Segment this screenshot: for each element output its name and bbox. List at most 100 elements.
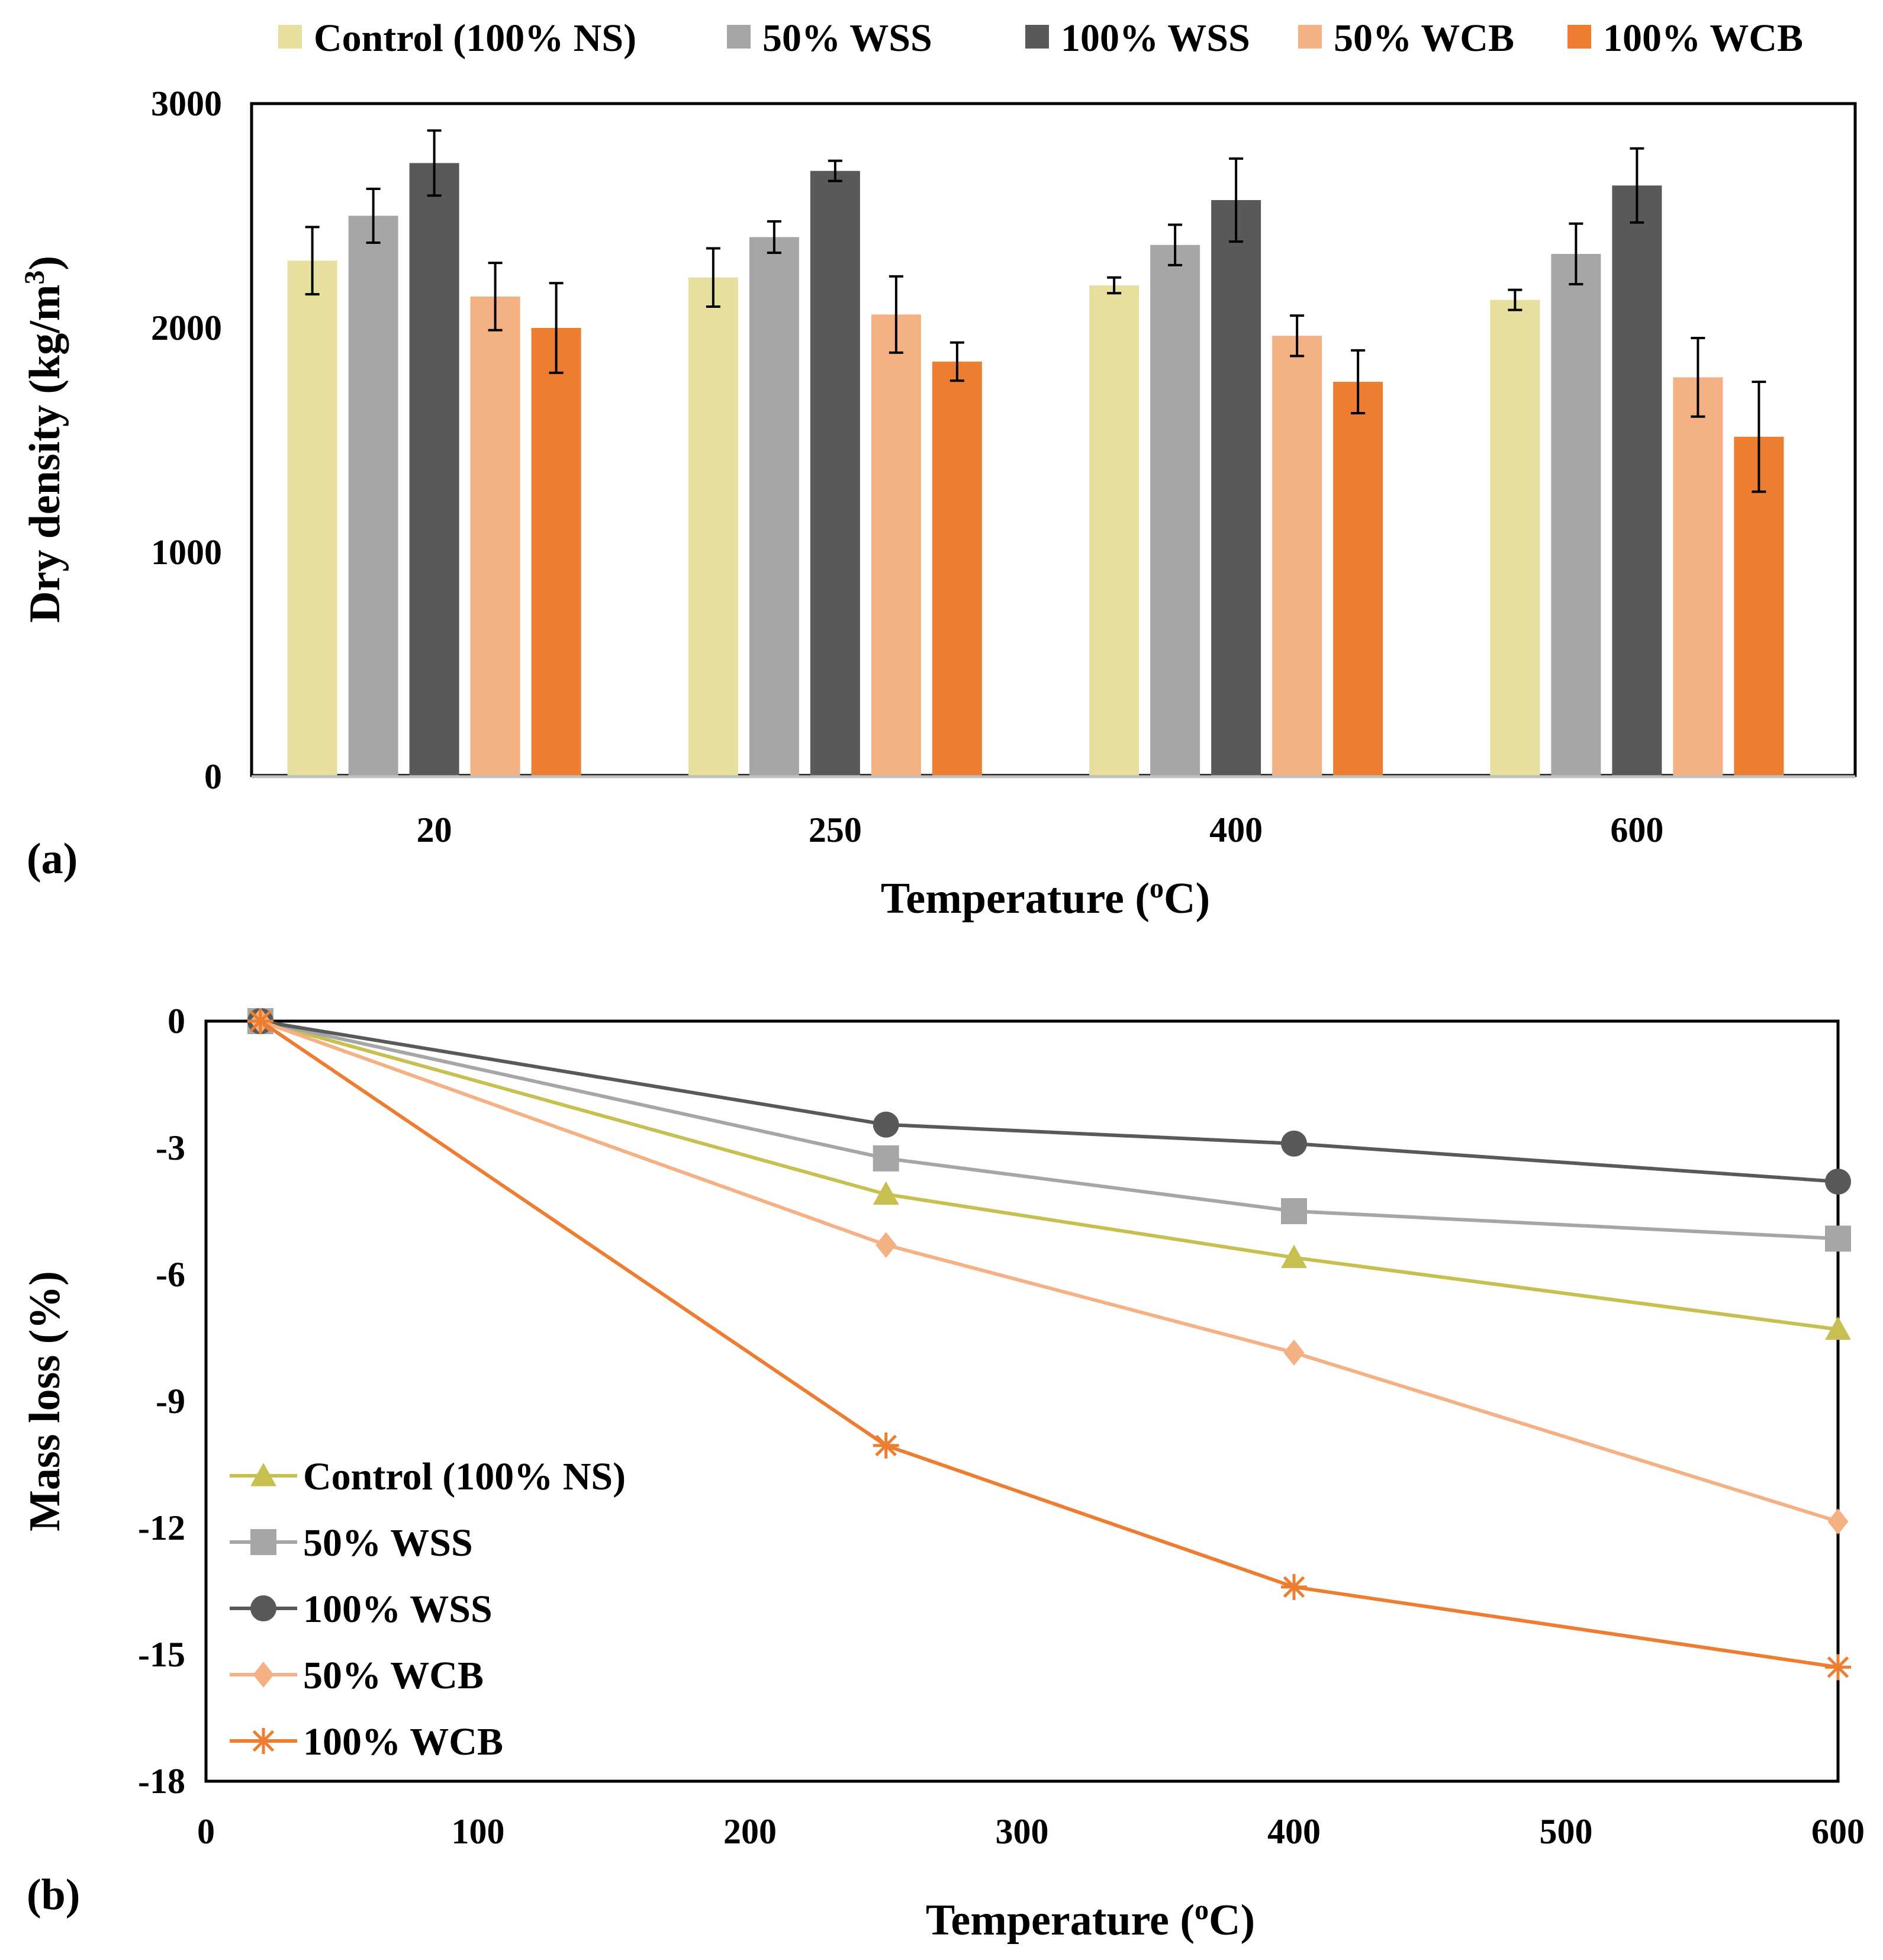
bar: [287, 260, 337, 777]
panel-b-y-tick-label: -15: [138, 1635, 185, 1674]
data-point-triangle: [873, 1181, 899, 1205]
data-point-circle: [1825, 1169, 1851, 1195]
panel-a-x-tick-label: 20: [417, 810, 452, 849]
legend-label: Control (100% NS): [303, 1455, 626, 1498]
data-point-circle: [873, 1111, 899, 1138]
panel-b-label: (b): [27, 1871, 80, 1919]
data-point-triangle: [250, 1463, 276, 1486]
panel-a-x-axis-title: Temperature (oC): [881, 873, 1210, 923]
panel-b-x-tick-label: 0: [197, 1812, 215, 1851]
panel-b: 0 -3 -6 -9 -12 -15 -18 0 100 200 300 400 500 600 Con…: [21, 1002, 1865, 1945]
data-point-star: [252, 1730, 275, 1752]
panel-a-y-tick-label: 0: [204, 757, 222, 796]
panel-b-legend: Control (100% NS) 50% WSS 100% WSS 50% WCB 1…: [230, 1455, 626, 1763]
bar: [409, 163, 459, 777]
legend-label: Control (100% NS): [314, 17, 636, 60]
data-point-square: [1281, 1198, 1307, 1224]
data-point-square: [1825, 1225, 1851, 1252]
panel-b-x-ticks: 0 100 200 300 400 500 600: [197, 1812, 1865, 1851]
legend-swatch: [278, 25, 302, 49]
bar: [810, 170, 860, 777]
legend-label: 100% WCB: [1603, 17, 1803, 60]
panel-b-y-tick-label: -9: [156, 1382, 185, 1421]
panel-b-x-tick-label: 200: [723, 1812, 777, 1851]
data-point-square: [250, 1529, 276, 1555]
bar: [1333, 381, 1383, 777]
legend-label: 100% WSS: [303, 1588, 493, 1631]
bar: [871, 314, 921, 777]
bar: [1089, 285, 1140, 777]
panel-b-x-tick-label: 600: [1811, 1812, 1865, 1851]
panel-a-bars: [287, 129, 1784, 777]
panel-b-y-axis-title: Mass loss (%): [21, 1271, 69, 1531]
panel-b-y-tick-label: -12: [138, 1508, 185, 1547]
series-line: [260, 1019, 1839, 1184]
panel-b-y-tick-label: -18: [138, 1762, 185, 1801]
panel-b-y-ticks: 0 -3 -6 -9 -12 -15 -18: [138, 1002, 185, 1801]
data-point-diamond: [1283, 1339, 1305, 1366]
data-point-triangle: [1825, 1316, 1851, 1340]
bar: [749, 237, 799, 777]
panel-a-y-tick-label: 3000: [151, 84, 222, 123]
panel-b-x-tick-label: 300: [996, 1812, 1049, 1851]
data-point-circle: [250, 1595, 276, 1621]
data-point-triangle: [1281, 1244, 1307, 1269]
legend-label: 50% WSS: [303, 1521, 473, 1565]
bar: [1673, 377, 1723, 777]
panel-b-y-tick-label: -6: [156, 1255, 185, 1294]
panel-a-y-axis-title: Dry density (kg/m3): [19, 256, 70, 623]
panel-a-y-tick-label: 2000: [151, 308, 222, 347]
panel-a-x-tick-label: 250: [809, 810, 862, 849]
data-point-star: [875, 1434, 897, 1457]
panel-b-x-tick-label: 500: [1540, 1812, 1593, 1851]
legend-swatch: [1025, 25, 1049, 49]
bar: [688, 277, 738, 777]
panel-b-x-axis-title: Temperature (oC): [926, 1894, 1255, 1945]
data-point-star: [249, 1010, 272, 1032]
panel-a-x-tick-label: 600: [1610, 810, 1663, 849]
legend-label: 50% WCB: [303, 1654, 484, 1697]
bar: [470, 296, 520, 777]
bar: [1150, 244, 1200, 777]
legend-label: 50% WSS: [762, 17, 932, 60]
panel-a-label: (a): [27, 835, 78, 883]
bar: [531, 328, 581, 777]
bar: [1272, 336, 1322, 777]
bar: [1612, 185, 1662, 777]
panel-a-legend: Control (100% NS) 50% WSS 100% WSS 50% WCB 1…: [278, 17, 1803, 60]
panel-b-x-tick-label: 100: [452, 1812, 505, 1851]
panel-b-series: [247, 1008, 1851, 1681]
legend-swatch: [727, 25, 751, 49]
data-point-diamond: [253, 1662, 274, 1688]
panel-b-y-tick-label: -3: [156, 1128, 185, 1167]
series-line: [259, 1019, 1839, 1524]
legend-swatch: [1567, 25, 1591, 49]
data-point-square: [873, 1145, 899, 1172]
data-point-star: [1283, 1576, 1305, 1598]
panel-a-y-ticks: 0 1000 2000 3000: [151, 84, 222, 796]
legend-label: 100% WSS: [1061, 17, 1250, 60]
panel-b-plot-frame: [204, 1019, 1840, 1783]
panel-a-y-tick-label: 1000: [151, 533, 222, 572]
series-line: [259, 1019, 1839, 1669]
legend-label: 50% WCB: [1334, 17, 1514, 60]
panel-b-y-tick-label: 0: [168, 1002, 185, 1041]
data-point-diamond: [1827, 1508, 1849, 1535]
bar: [1734, 436, 1784, 777]
panel-a: Control (100% NS) 50% WSS 100% WSS 50% WCB 1…: [19, 17, 1857, 923]
bar: [932, 361, 982, 777]
panel-b-x-tick-label: 400: [1267, 1812, 1321, 1851]
bar: [1490, 300, 1540, 777]
data-point-diamond: [875, 1232, 897, 1259]
legend-swatch: [1298, 25, 1322, 49]
data-point-circle: [1281, 1130, 1307, 1157]
series-line: [260, 1019, 1839, 1241]
legend-label: 100% WCB: [303, 1720, 503, 1763]
data-point-star: [1827, 1656, 1849, 1678]
bar: [348, 215, 398, 777]
bar: [1551, 253, 1601, 777]
bar: [1211, 199, 1261, 777]
panel-a-x-ticks: 20 250 400 600: [417, 810, 1664, 849]
panel-a-x-tick-label: 400: [1209, 810, 1263, 849]
